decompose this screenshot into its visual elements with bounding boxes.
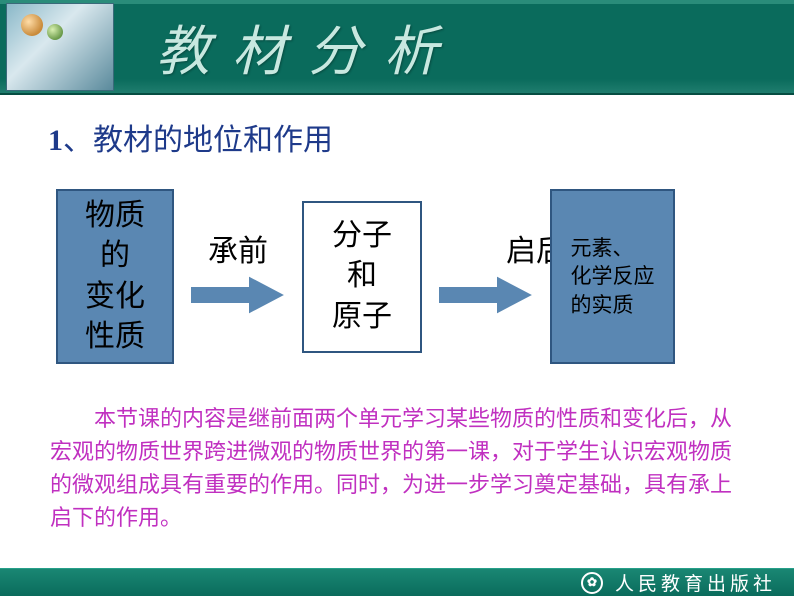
section-heading: 1、教材的地位和作用 <box>48 115 746 159</box>
flow-arrow-1-label: 承前 <box>208 237 268 267</box>
body-paragraph-text: 本节课的内容是继前面两个单元学习某些物质的性质和变化后，从宏观的物质世界跨进微观… <box>50 406 732 530</box>
publisher-name: 人民教育出版社 <box>615 569 776 596</box>
flow-arrow-1-group: 承前 <box>188 237 288 317</box>
arrow-right-icon <box>436 273 536 317</box>
flow-node-3: 元素、 化学反应 的实质 <box>550 189 675 364</box>
slide-title: 教材分析 <box>156 7 460 86</box>
flow-node-2: 分子 和 原子 <box>302 201 422 353</box>
flow-node-1: 物质 的 变化 性质 <box>56 189 174 364</box>
body-paragraph: 本节课的内容是继前面两个单元学习某些物质的性质和变化后，从宏观的物质世界跨进微观… <box>48 402 746 534</box>
section-heading-text: 教材的地位和作用 <box>93 124 333 157</box>
corner-thumbnail <box>6 3 114 91</box>
arrow-right-icon <box>188 273 288 317</box>
header-bar: 教材分析 <box>0 0 794 95</box>
flow-arrow-2-group: 启后 <box>436 237 536 317</box>
footer-bar: ✿ 人民教育出版社 <box>0 568 794 596</box>
flow-node-3-label: 元素、 化学反应 的实质 <box>571 234 655 319</box>
header-accent-line <box>0 0 794 4</box>
flow-diagram: 物质 的 变化 性质 承前 分子 和 原子 启后 元素、 化学反应 的实质 <box>48 189 746 364</box>
flow-node-2-label: 分子 和 原子 <box>332 216 392 338</box>
publisher-logo-glyph: ✿ <box>587 575 597 590</box>
publisher-logo-icon: ✿ <box>581 572 603 594</box>
content-area: 1、教材的地位和作用 物质 的 变化 性质 承前 分子 和 原子 启后 元素、 … <box>0 95 794 534</box>
flow-node-1-label: 物质 的 变化 性质 <box>85 196 145 358</box>
section-separator: 、 <box>63 124 93 157</box>
section-number: 1 <box>48 124 63 157</box>
